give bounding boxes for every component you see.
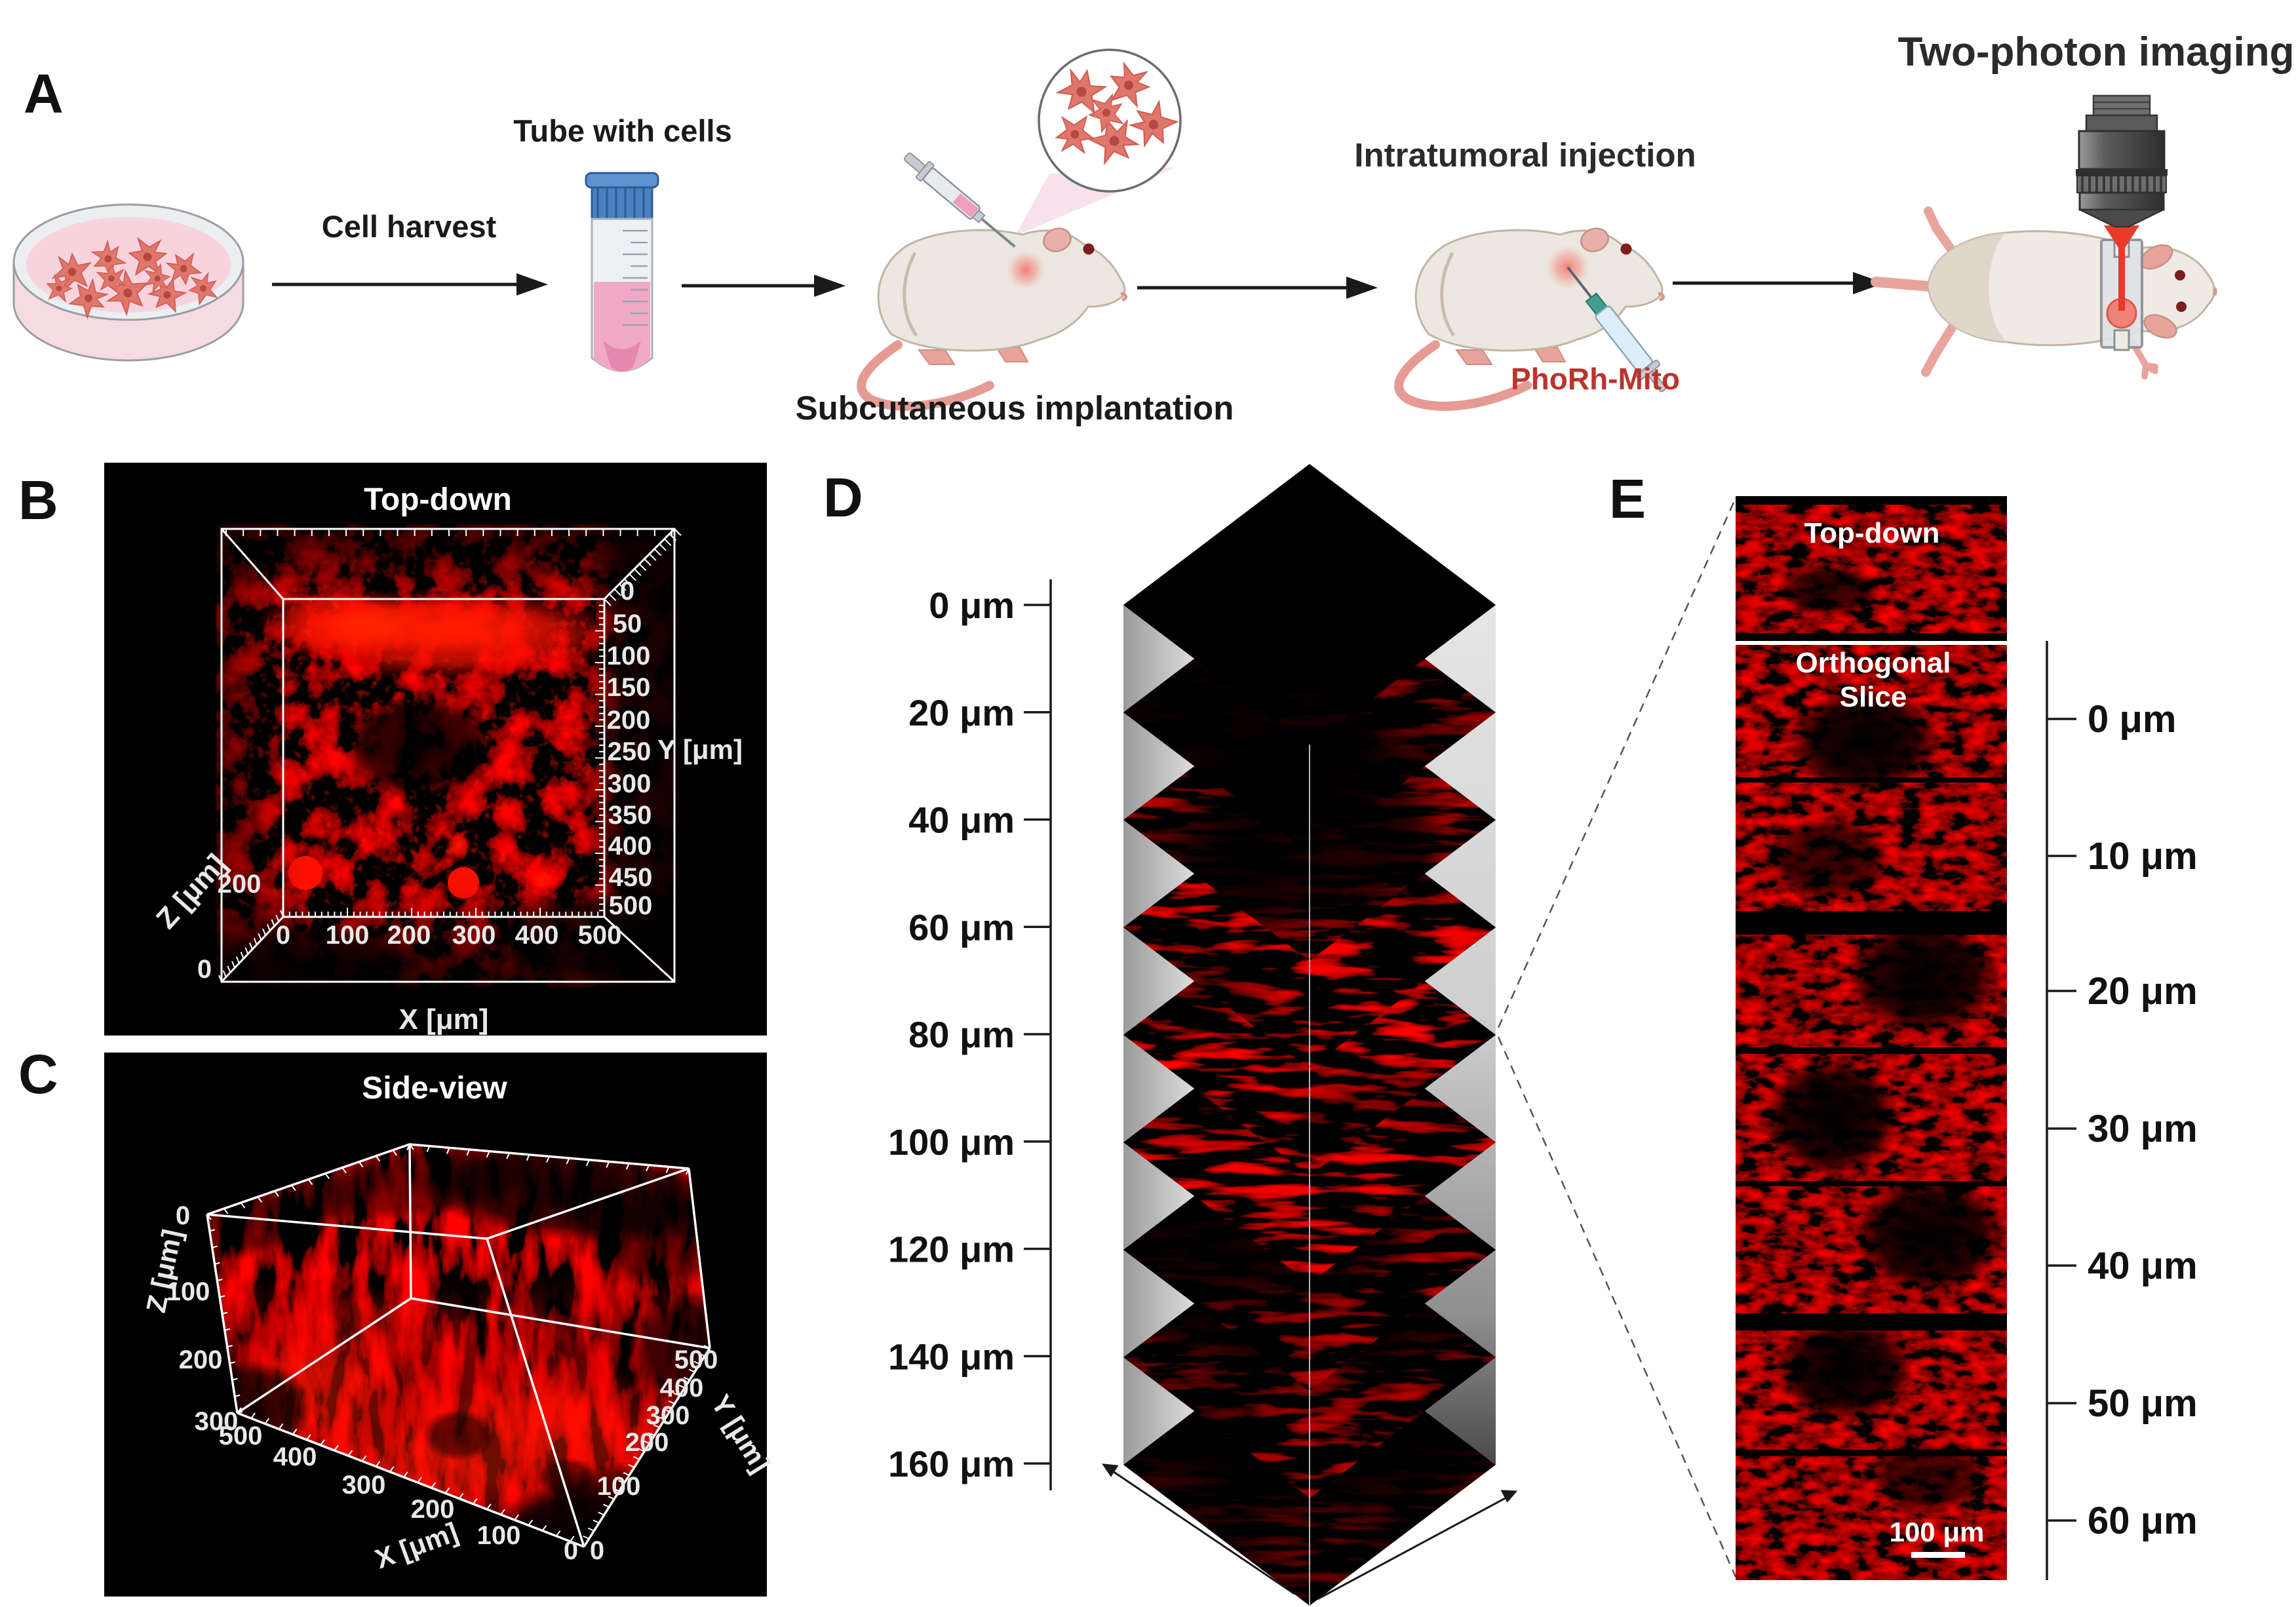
svg-text:500: 500 <box>674 1346 718 1374</box>
svg-text:X [μm]: X [μm] <box>399 1003 489 1036</box>
svg-text:Intratumoral injection: Intratumoral injection <box>1354 136 1696 174</box>
svg-text:A: A <box>24 63 64 125</box>
svg-text:200: 200 <box>411 1495 455 1524</box>
svg-text:PhoRh-Mito: PhoRh-Mito <box>1511 362 1680 396</box>
svg-text:300: 300 <box>342 1471 386 1500</box>
svg-text:100: 100 <box>166 1277 210 1306</box>
svg-text:Cell harvest: Cell harvest <box>322 209 497 244</box>
svg-text:300: 300 <box>608 769 652 798</box>
svg-text:20 μm: 20 μm <box>2088 970 2198 1013</box>
svg-text:100: 100 <box>477 1521 521 1550</box>
svg-text:40 μm: 40 μm <box>2088 1245 2198 1287</box>
svg-text:160 μm: 160 μm <box>888 1443 1015 1484</box>
svg-text:450: 450 <box>609 863 653 892</box>
svg-text:400: 400 <box>608 832 652 861</box>
svg-text:140 μm: 140 μm <box>888 1336 1015 1377</box>
svg-text:100: 100 <box>597 1472 641 1501</box>
svg-text:0: 0 <box>276 921 290 950</box>
svg-text:Top-down: Top-down <box>364 482 512 517</box>
svg-text:0: 0 <box>620 577 634 606</box>
svg-text:150: 150 <box>607 673 651 702</box>
svg-text:200: 200 <box>607 706 651 735</box>
svg-text:250: 250 <box>608 737 652 766</box>
svg-text:0: 0 <box>176 1201 190 1230</box>
svg-text:C: C <box>18 1043 58 1105</box>
svg-text:300: 300 <box>195 1407 239 1436</box>
svg-text:60 μm: 60 μm <box>2088 1500 2198 1542</box>
svg-text:20 μm: 20 μm <box>908 692 1015 733</box>
svg-text:50 μm: 50 μm <box>2088 1382 2198 1425</box>
svg-text:Y [μm]: Y [μm] <box>657 734 743 765</box>
svg-text:0 μm: 0 μm <box>2088 698 2176 741</box>
svg-text:Two-photon imaging: Two-photon imaging <box>1898 29 2295 75</box>
svg-text:80 μm: 80 μm <box>908 1014 1015 1055</box>
svg-text:300: 300 <box>452 921 496 950</box>
svg-text:0: 0 <box>197 955 212 984</box>
svg-text:500: 500 <box>578 921 622 950</box>
svg-text:400: 400 <box>273 1442 317 1471</box>
svg-text:Orthogonal: Orthogonal <box>1795 647 1951 679</box>
svg-text:500: 500 <box>609 891 653 920</box>
svg-text:Slice: Slice <box>1840 681 1907 713</box>
svg-text:100 μm: 100 μm <box>888 1121 1015 1163</box>
svg-text:Subcutaneous implantation: Subcutaneous implantation <box>796 389 1234 427</box>
svg-text:200: 200 <box>387 921 431 950</box>
svg-text:B: B <box>18 469 58 531</box>
svg-text:0 μm: 0 μm <box>929 585 1015 626</box>
svg-text:120 μm: 120 μm <box>888 1229 1015 1270</box>
svg-text:100: 100 <box>326 921 370 950</box>
svg-text:400: 400 <box>515 921 559 950</box>
svg-text:60 μm: 60 μm <box>908 906 1015 948</box>
svg-text:0: 0 <box>564 1536 578 1565</box>
svg-text:200: 200 <box>218 870 262 899</box>
svg-text:D: D <box>823 467 863 528</box>
svg-text:30 μm: 30 μm <box>2088 1108 2198 1150</box>
svg-text:10 μm: 10 μm <box>2088 835 2198 878</box>
svg-text:100: 100 <box>607 642 651 670</box>
svg-text:500: 500 <box>219 1422 263 1450</box>
svg-text:40 μm: 40 μm <box>908 800 1015 841</box>
svg-text:200: 200 <box>179 1346 223 1374</box>
svg-text:350: 350 <box>608 801 652 830</box>
svg-text:Top-down: Top-down <box>1804 517 1940 549</box>
svg-text:100 μm: 100 μm <box>1890 1517 1985 1547</box>
svg-text:400: 400 <box>660 1374 704 1403</box>
svg-text:E: E <box>1609 468 1646 530</box>
svg-text:Tube with cells: Tube with cells <box>513 113 731 148</box>
svg-text:50: 50 <box>613 610 642 638</box>
svg-text:300: 300 <box>646 1401 690 1430</box>
svg-text:Side-view: Side-view <box>362 1071 507 1106</box>
svg-text:0: 0 <box>590 1536 604 1565</box>
svg-text:200: 200 <box>625 1428 669 1457</box>
